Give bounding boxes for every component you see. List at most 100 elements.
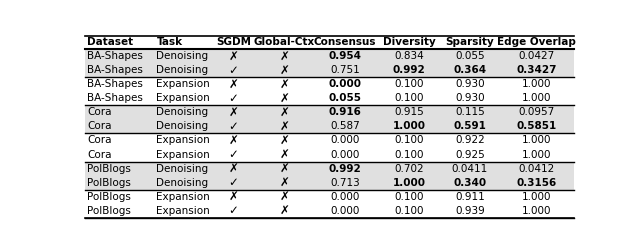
Text: 1.000: 1.000 [522, 135, 551, 145]
Text: Expansion: Expansion [156, 93, 210, 103]
Text: 0.911: 0.911 [455, 192, 485, 202]
Bar [85, 176, 573, 190]
Text: 1.000: 1.000 [392, 178, 426, 188]
Text: 0.591: 0.591 [454, 122, 486, 131]
Bar [85, 63, 573, 77]
Text: 0.3427: 0.3427 [516, 65, 557, 75]
Text: ✗: ✗ [279, 64, 289, 77]
Text: ✗: ✗ [279, 106, 289, 119]
Text: ✗: ✗ [279, 50, 289, 63]
Text: 0.992: 0.992 [392, 65, 425, 75]
Text: 0.0427: 0.0427 [518, 51, 554, 61]
Text: 0.000: 0.000 [329, 79, 362, 89]
Text: ✗: ✗ [228, 78, 239, 91]
Bar [85, 105, 573, 119]
Text: 0.000: 0.000 [330, 135, 360, 145]
Text: ✓: ✓ [228, 120, 239, 133]
Text: PolBlogs: PolBlogs [88, 192, 131, 202]
Text: Consensus: Consensus [314, 37, 376, 47]
Text: 0.100: 0.100 [394, 79, 424, 89]
Text: 0.930: 0.930 [455, 93, 484, 103]
Text: ✗: ✗ [279, 204, 289, 217]
Text: ✗: ✗ [279, 176, 289, 189]
Text: ✗: ✗ [228, 162, 239, 175]
Text: 0.916: 0.916 [329, 107, 362, 117]
Text: 1.000: 1.000 [522, 206, 551, 216]
Text: Global-Ctx: Global-Ctx [253, 37, 315, 47]
Text: ✗: ✗ [228, 50, 239, 63]
Text: 0.0411: 0.0411 [452, 164, 488, 174]
Text: 0.100: 0.100 [394, 93, 424, 103]
Text: 0.100: 0.100 [394, 150, 424, 160]
Text: 0.0412: 0.0412 [518, 164, 554, 174]
Text: 0.100: 0.100 [394, 192, 424, 202]
Text: ✗: ✗ [279, 162, 289, 175]
Bar [85, 119, 573, 133]
Text: PolBlogs: PolBlogs [88, 206, 131, 216]
Text: ✓: ✓ [228, 148, 239, 161]
Text: Diversity: Diversity [383, 37, 435, 47]
Text: 0.954: 0.954 [329, 51, 362, 61]
Text: Expansion: Expansion [156, 150, 210, 160]
Text: Cora: Cora [88, 122, 112, 131]
Text: Dataset: Dataset [88, 37, 134, 47]
Text: Cora: Cora [88, 135, 112, 145]
Text: ✗: ✗ [279, 120, 289, 133]
Text: Edge Overlap: Edge Overlap [497, 37, 576, 47]
Text: ✗: ✗ [279, 134, 289, 147]
Text: 1.000: 1.000 [522, 150, 551, 160]
Text: PolBlogs: PolBlogs [88, 164, 131, 174]
Text: ✗: ✗ [228, 106, 239, 119]
Text: Denoising: Denoising [156, 122, 209, 131]
Text: ✗: ✗ [228, 134, 239, 147]
Text: 0.930: 0.930 [455, 79, 484, 89]
Text: Expansion: Expansion [156, 79, 210, 89]
Text: 0.939: 0.939 [455, 206, 485, 216]
Text: 0.5851: 0.5851 [516, 122, 556, 131]
Text: BA-Shapes: BA-Shapes [88, 93, 143, 103]
Text: 0.925: 0.925 [455, 150, 485, 160]
Text: 0.702: 0.702 [394, 164, 424, 174]
Text: BA-Shapes: BA-Shapes [88, 65, 143, 75]
Text: 0.992: 0.992 [329, 164, 362, 174]
Text: ✓: ✓ [228, 176, 239, 189]
Text: Expansion: Expansion [156, 192, 210, 202]
Text: 0.922: 0.922 [455, 135, 485, 145]
Text: 1.000: 1.000 [522, 192, 551, 202]
Text: Denoising: Denoising [156, 178, 209, 188]
Text: ✓: ✓ [228, 204, 239, 217]
Text: PolBlogs: PolBlogs [88, 178, 131, 188]
Text: 0.000: 0.000 [330, 192, 360, 202]
Text: Sparsity: Sparsity [445, 37, 494, 47]
Text: Cora: Cora [88, 107, 112, 117]
Text: ✓: ✓ [228, 92, 239, 105]
Text: Denoising: Denoising [156, 107, 209, 117]
Text: 0.364: 0.364 [453, 65, 486, 75]
Text: Cora: Cora [88, 150, 112, 160]
Text: ✗: ✗ [279, 148, 289, 161]
Text: 0.055: 0.055 [329, 93, 362, 103]
Text: BA-Shapes: BA-Shapes [88, 51, 143, 61]
Text: Task: Task [156, 37, 182, 47]
Text: 0.055: 0.055 [455, 51, 484, 61]
Text: 0.100: 0.100 [394, 135, 424, 145]
Text: 0.751: 0.751 [330, 65, 360, 75]
Text: 0.713: 0.713 [330, 178, 360, 188]
Text: 0.915: 0.915 [394, 107, 424, 117]
Text: 0.100: 0.100 [394, 206, 424, 216]
Text: 0.3156: 0.3156 [516, 178, 556, 188]
Text: 0.0957: 0.0957 [518, 107, 554, 117]
Bar [85, 49, 573, 63]
Text: BA-Shapes: BA-Shapes [88, 79, 143, 89]
Text: ✗: ✗ [279, 78, 289, 91]
Text: 0.340: 0.340 [453, 178, 486, 188]
Text: 0.115: 0.115 [455, 107, 485, 117]
Text: 1.000: 1.000 [392, 122, 426, 131]
Text: 1.000: 1.000 [522, 93, 551, 103]
Text: SGDM: SGDM [216, 37, 251, 47]
Text: 0.000: 0.000 [330, 206, 360, 216]
Text: Expansion: Expansion [156, 135, 210, 145]
Text: ✓: ✓ [228, 64, 239, 77]
Text: Denoising: Denoising [156, 65, 209, 75]
Text: 0.587: 0.587 [330, 122, 360, 131]
